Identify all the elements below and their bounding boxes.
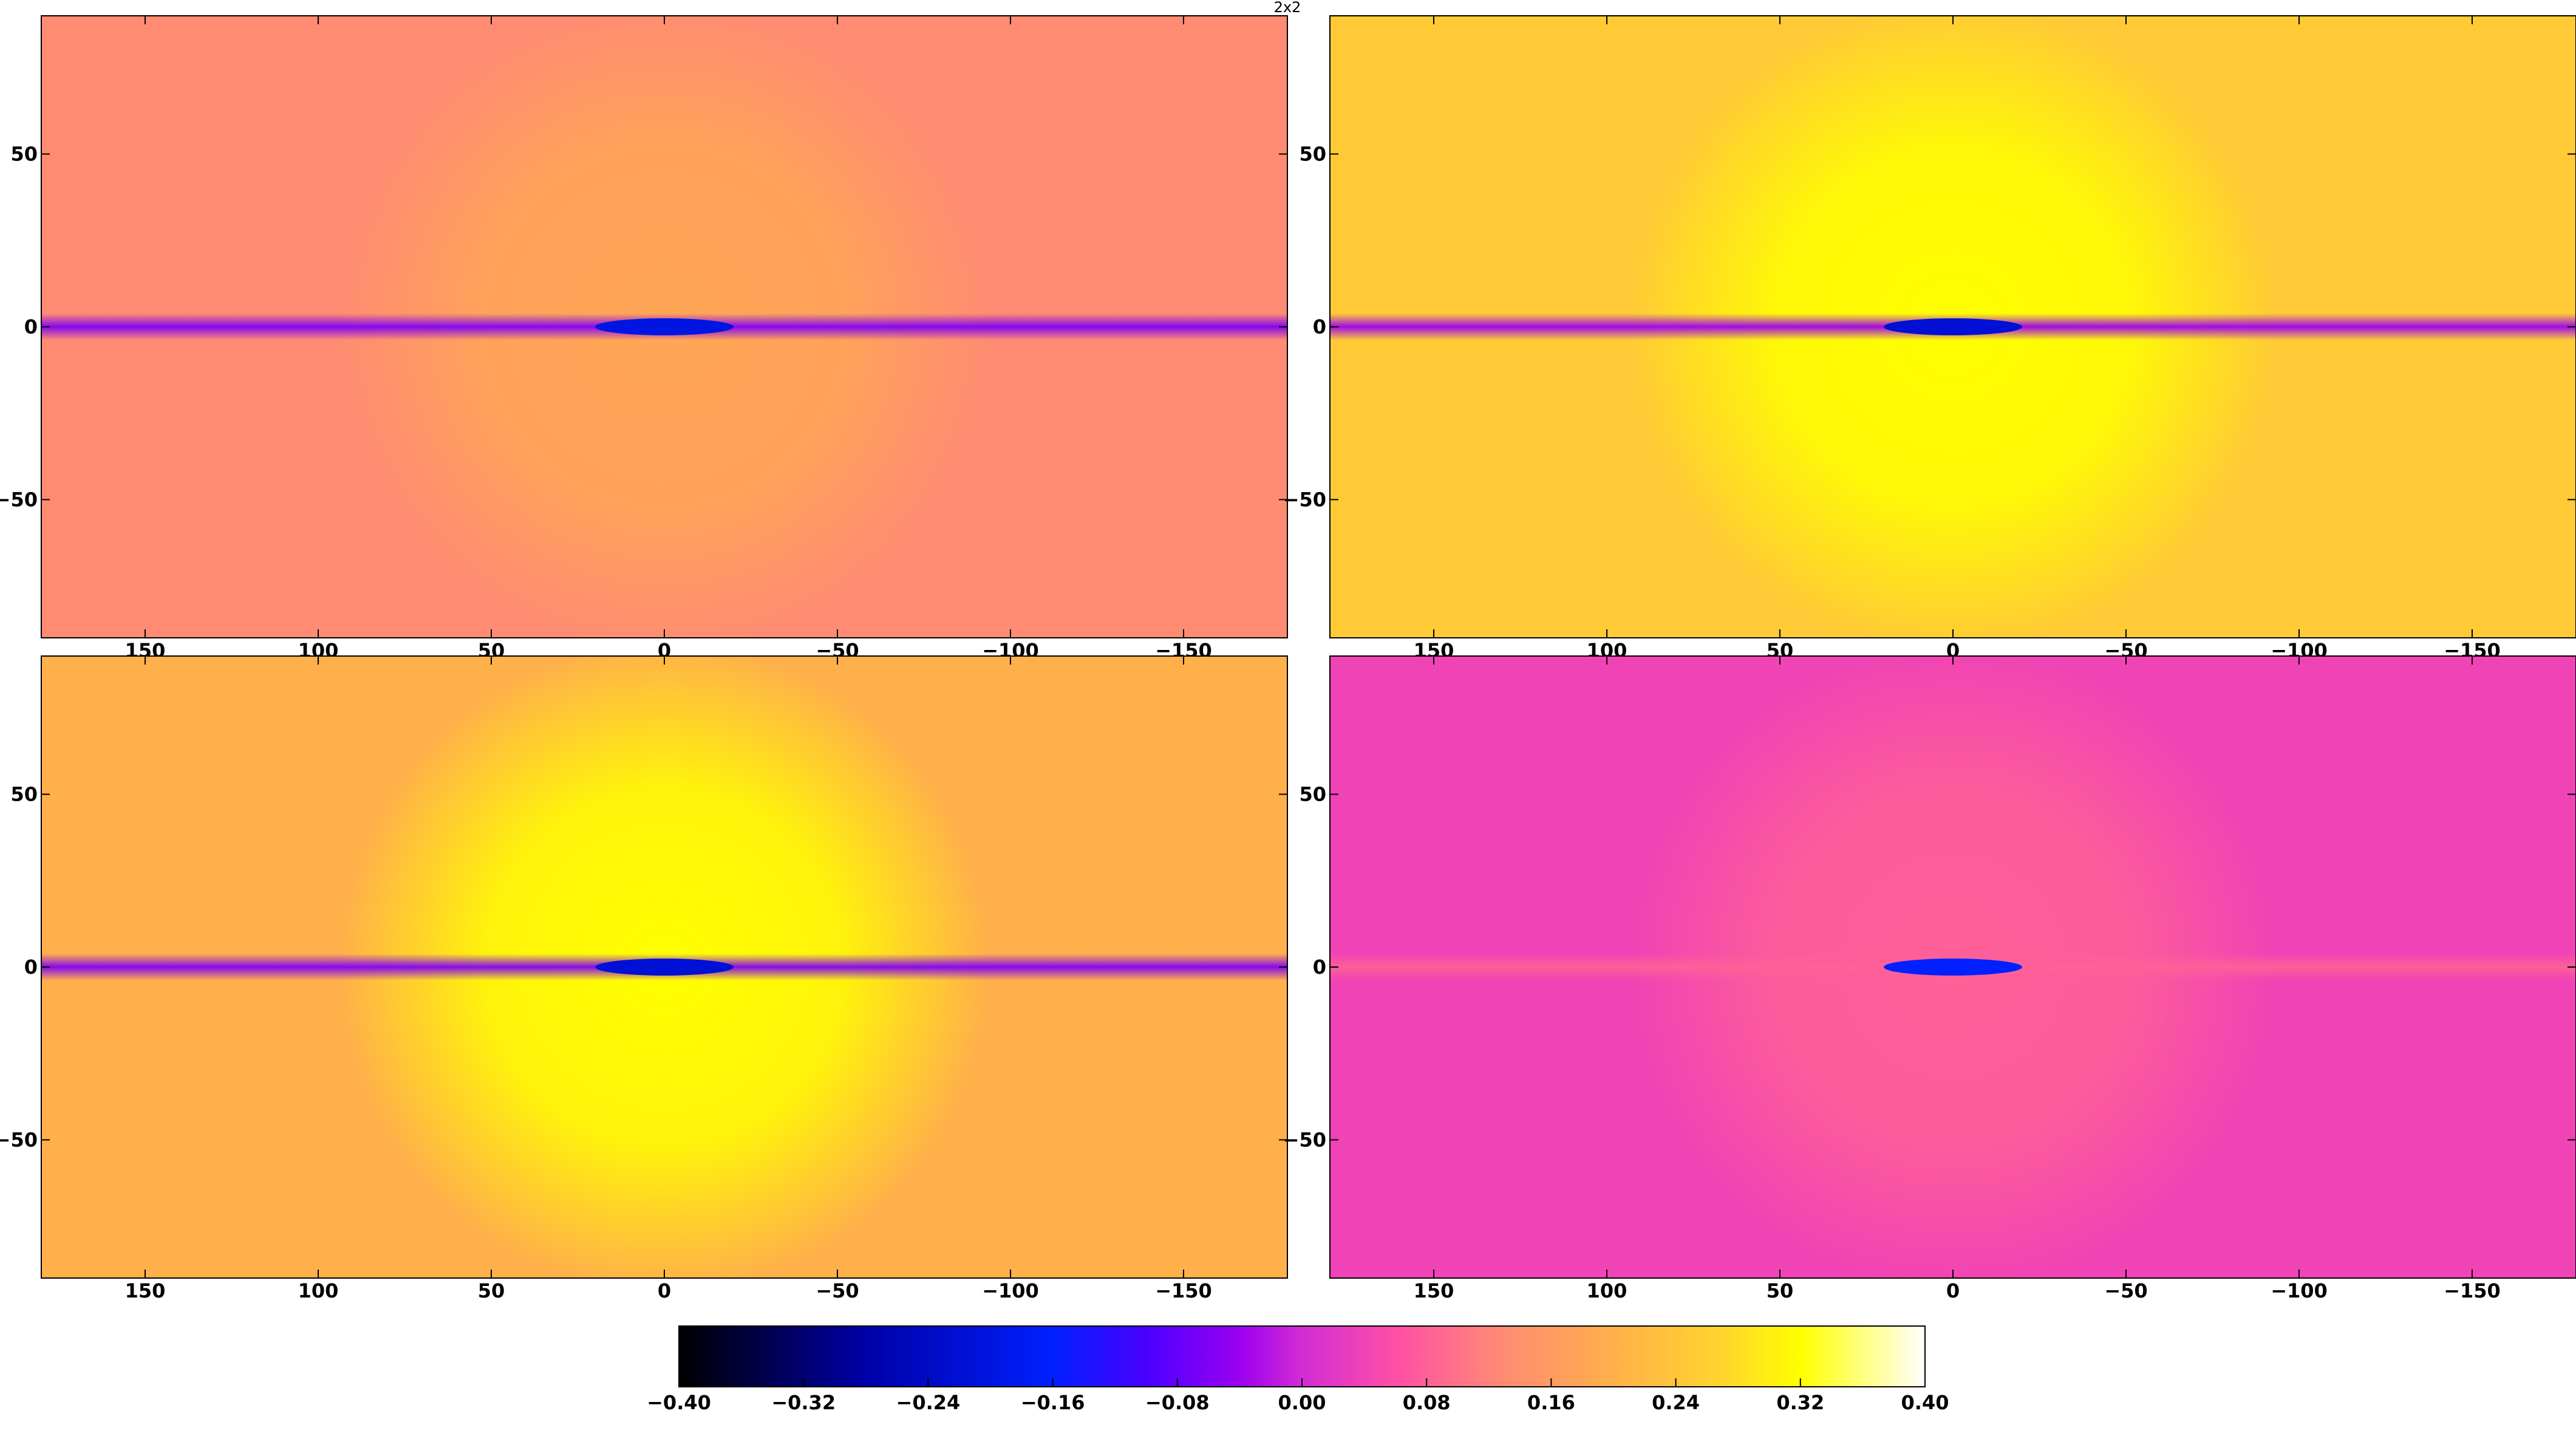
y-tick-label: 0 xyxy=(1313,315,1326,338)
x-tick-label: 150 xyxy=(1414,1279,1454,1302)
panels: 150 100 50 0 −50 −100 −150 50 0 −50 150 100 50 0 −50 −1… xyxy=(0,15,2576,1302)
x-tick-label: −150 xyxy=(2444,1279,2501,1302)
colorbar-tick-label: 0.00 xyxy=(1278,1391,1326,1414)
colorbar-tick-label: 0.32 xyxy=(1776,1391,1824,1414)
y-tick-label: −50 xyxy=(1283,488,1326,511)
y-tick-label: 0 xyxy=(1313,956,1326,979)
corner-label: 2x2 xyxy=(1274,0,1301,16)
x-tick-label: 50 xyxy=(1767,1279,1794,1302)
colorbar-tick-label: 0.24 xyxy=(1652,1391,1700,1414)
colorbar-tick-label: 0.40 xyxy=(1901,1391,1949,1414)
heatmap-center-core xyxy=(1884,318,2022,335)
colorbar-tick-label: 0.08 xyxy=(1403,1391,1451,1414)
x-tick-label: 100 xyxy=(1587,1279,1627,1302)
colorbar-tick-label: −0.40 xyxy=(647,1391,711,1414)
heatmap-center-core xyxy=(595,959,734,976)
heatmap-center-core xyxy=(595,318,734,335)
heatmap-panel-4: 150 100 50 0 −50 −100 −150 50 0 −50 xyxy=(1283,655,2576,1302)
x-tick-label: −100 xyxy=(2271,1279,2328,1302)
y-tick-label: 50 xyxy=(10,143,38,166)
heatmap-panel-3: 150 100 50 0 −50 −100 −150 50 0 −50 xyxy=(0,655,1288,1302)
x-tick-label: 0 xyxy=(1946,1279,1960,1302)
x-tick-label: 150 xyxy=(125,1279,166,1302)
x-tick-label: −150 xyxy=(1155,1279,1212,1302)
y-tick-label: 50 xyxy=(10,783,38,806)
colorbar-tick-label: −0.24 xyxy=(896,1391,961,1414)
x-tick-label: −50 xyxy=(816,1279,859,1302)
x-tick-label: 100 xyxy=(298,1279,339,1302)
colorbar-tick-label: −0.16 xyxy=(1021,1391,1085,1414)
y-tick-label: −50 xyxy=(0,1128,38,1151)
colorbar-tick-label: 0.16 xyxy=(1527,1391,1575,1414)
x-tick-label: −100 xyxy=(982,1279,1039,1302)
heatmap-center-core xyxy=(1884,959,2022,976)
x-tick-label: −50 xyxy=(2104,1279,2147,1302)
colorbar-gradient xyxy=(678,1325,1926,1387)
y-tick-label: 50 xyxy=(1299,143,1326,166)
y-tick-label: −50 xyxy=(1283,1128,1326,1151)
y-tick-label: 0 xyxy=(24,315,38,338)
y-tick-label: 0 xyxy=(24,956,38,979)
colorbar-tick-label: −0.32 xyxy=(771,1391,836,1414)
y-tick-label: −50 xyxy=(0,488,38,511)
x-tick-label: 50 xyxy=(478,1279,505,1302)
colorbar-tick-label: −0.08 xyxy=(1145,1391,1210,1414)
y-tick-label: 50 xyxy=(1299,783,1326,806)
colorbar: −0.40 −0.32 −0.24 −0.16 −0.08 0.00 0.08 0.16 0.2… xyxy=(647,1325,1949,1414)
x-tick-label: 0 xyxy=(658,1279,671,1302)
